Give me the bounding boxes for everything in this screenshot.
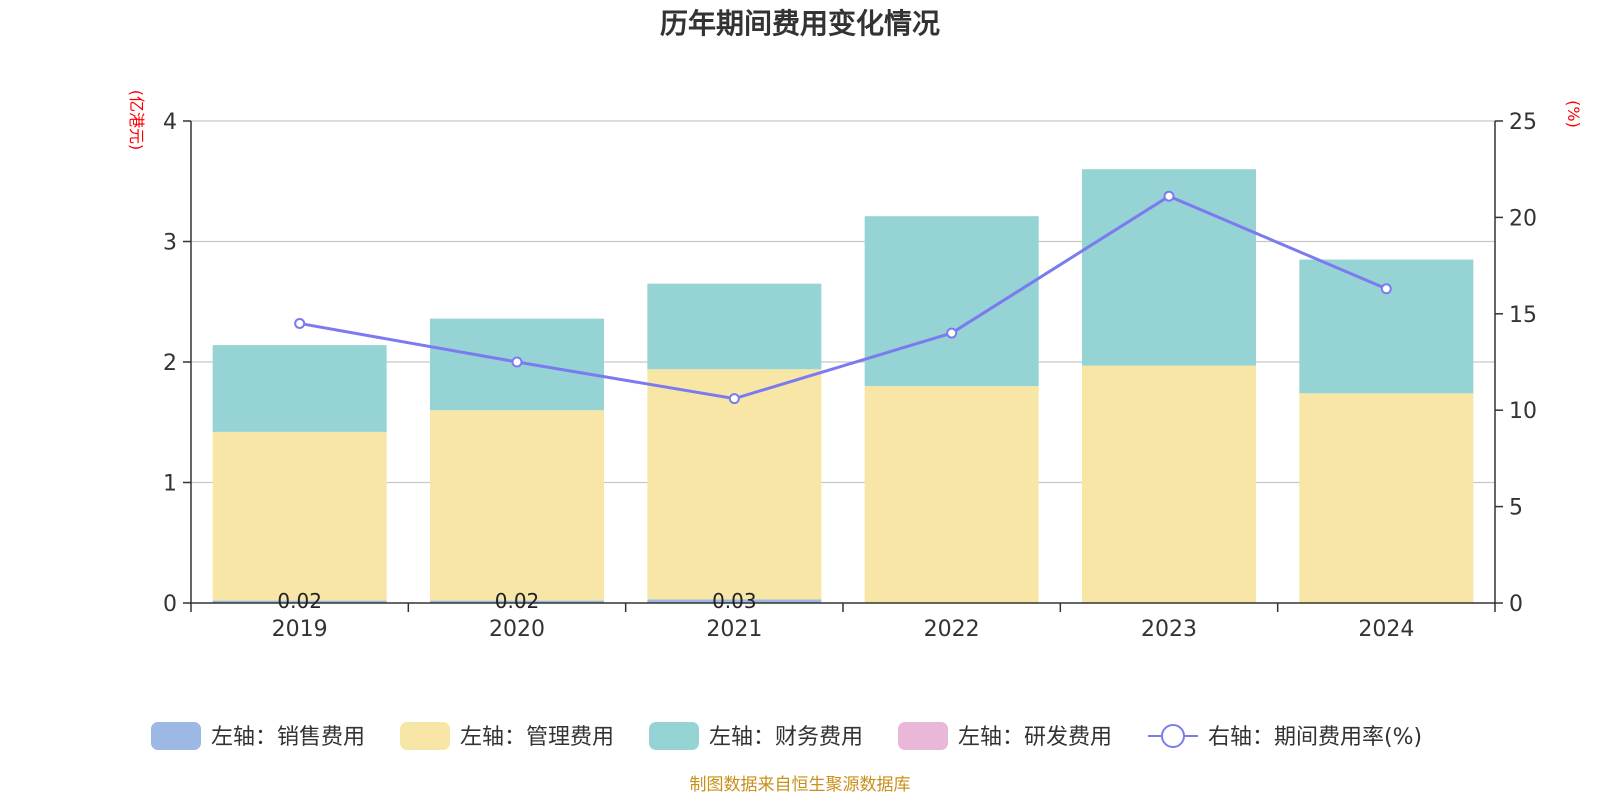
legend-label: 左轴：销售费用 [211, 725, 365, 750]
legend-label: 右轴：期间费用率(%) [1208, 725, 1422, 750]
left-tick-label: 4 [163, 110, 177, 135]
left-tick-label: 0 [163, 592, 177, 617]
legend-swatch [898, 722, 948, 750]
x-tick-label: 2019 [272, 617, 328, 642]
left-tick-label: 1 [163, 472, 177, 497]
rate-point [511, 356, 523, 368]
chart-title: 历年期间费用变化情况 [660, 7, 940, 40]
legend-label: 左轴：研发费用 [958, 725, 1112, 750]
right-axis-ticks: 0 5 10 15 20 25 [1495, 110, 1537, 617]
rate-point [1163, 190, 1175, 202]
legend-swatch [649, 722, 699, 750]
left-tick-label: 2 [163, 351, 177, 376]
bar-segment [1299, 393, 1474, 603]
x-axis-ticks: 2019 2020 2021 2022 2023 2024 [190, 603, 1496, 642]
bar-segment [647, 283, 822, 370]
rate-point [728, 393, 740, 405]
bar-data-label: 0.03 [712, 589, 757, 613]
right-tick-label: 0 [1509, 592, 1523, 617]
data-labels: 0.02 0.02 0.03 [277, 589, 756, 613]
legend-circle-marker [1161, 724, 1185, 748]
bar-series [212, 169, 1474, 603]
bar-segment [212, 600, 387, 603]
x-tick-label: 2023 [1141, 617, 1197, 642]
bar-segment [1299, 259, 1474, 394]
legend: 左轴：销售费用 左轴：管理费用 左轴：财务费用 左轴：研发费用 右轴：期间费用率(%) [151, 722, 1422, 750]
bar-segment [1082, 169, 1256, 366]
x-tick-label: 2022 [924, 617, 980, 642]
bar-segment [430, 410, 604, 601]
bar-segment [212, 345, 387, 432]
right-tick-label: 20 [1509, 206, 1537, 231]
x-tick-label: 2020 [489, 617, 545, 642]
bar-segment [212, 431, 387, 601]
right-axis-unit: (%) [1564, 100, 1583, 128]
legend-swatch [400, 722, 450, 750]
right-tick-label: 25 [1509, 110, 1537, 135]
bar-segment [430, 600, 604, 603]
x-tick-label: 2024 [1358, 617, 1414, 642]
left-axis-ticks: 0 1 2 3 4 [163, 110, 191, 617]
gridlines [191, 120, 1495, 484]
right-tick-label: 15 [1509, 303, 1537, 328]
bar-data-label: 0.02 [495, 589, 540, 613]
x-tick-label: 2021 [706, 617, 762, 642]
legend-label: 左轴：管理费用 [460, 725, 614, 750]
legend-label: 左轴：财务费用 [709, 725, 863, 750]
bar-segment [1082, 365, 1256, 603]
right-tick-label: 10 [1509, 399, 1537, 424]
rate-line [299, 194, 1387, 401]
left-axis-unit: (亿港元) [127, 90, 146, 151]
rate-point [1380, 283, 1392, 295]
rate-point [946, 327, 958, 339]
bar-segment [864, 216, 1039, 387]
rate-line-series [294, 190, 1392, 405]
bar-segment [864, 386, 1039, 603]
bar-segment [647, 599, 822, 603]
bar-segment [647, 369, 822, 600]
bar-data-label: 0.02 [277, 589, 322, 613]
rate-point [294, 317, 306, 329]
source-note: 制图数据来自恒生聚源数据库 [690, 775, 911, 795]
legend-swatch [151, 722, 201, 750]
right-tick-label: 5 [1509, 496, 1523, 521]
left-tick-label: 3 [163, 231, 177, 256]
